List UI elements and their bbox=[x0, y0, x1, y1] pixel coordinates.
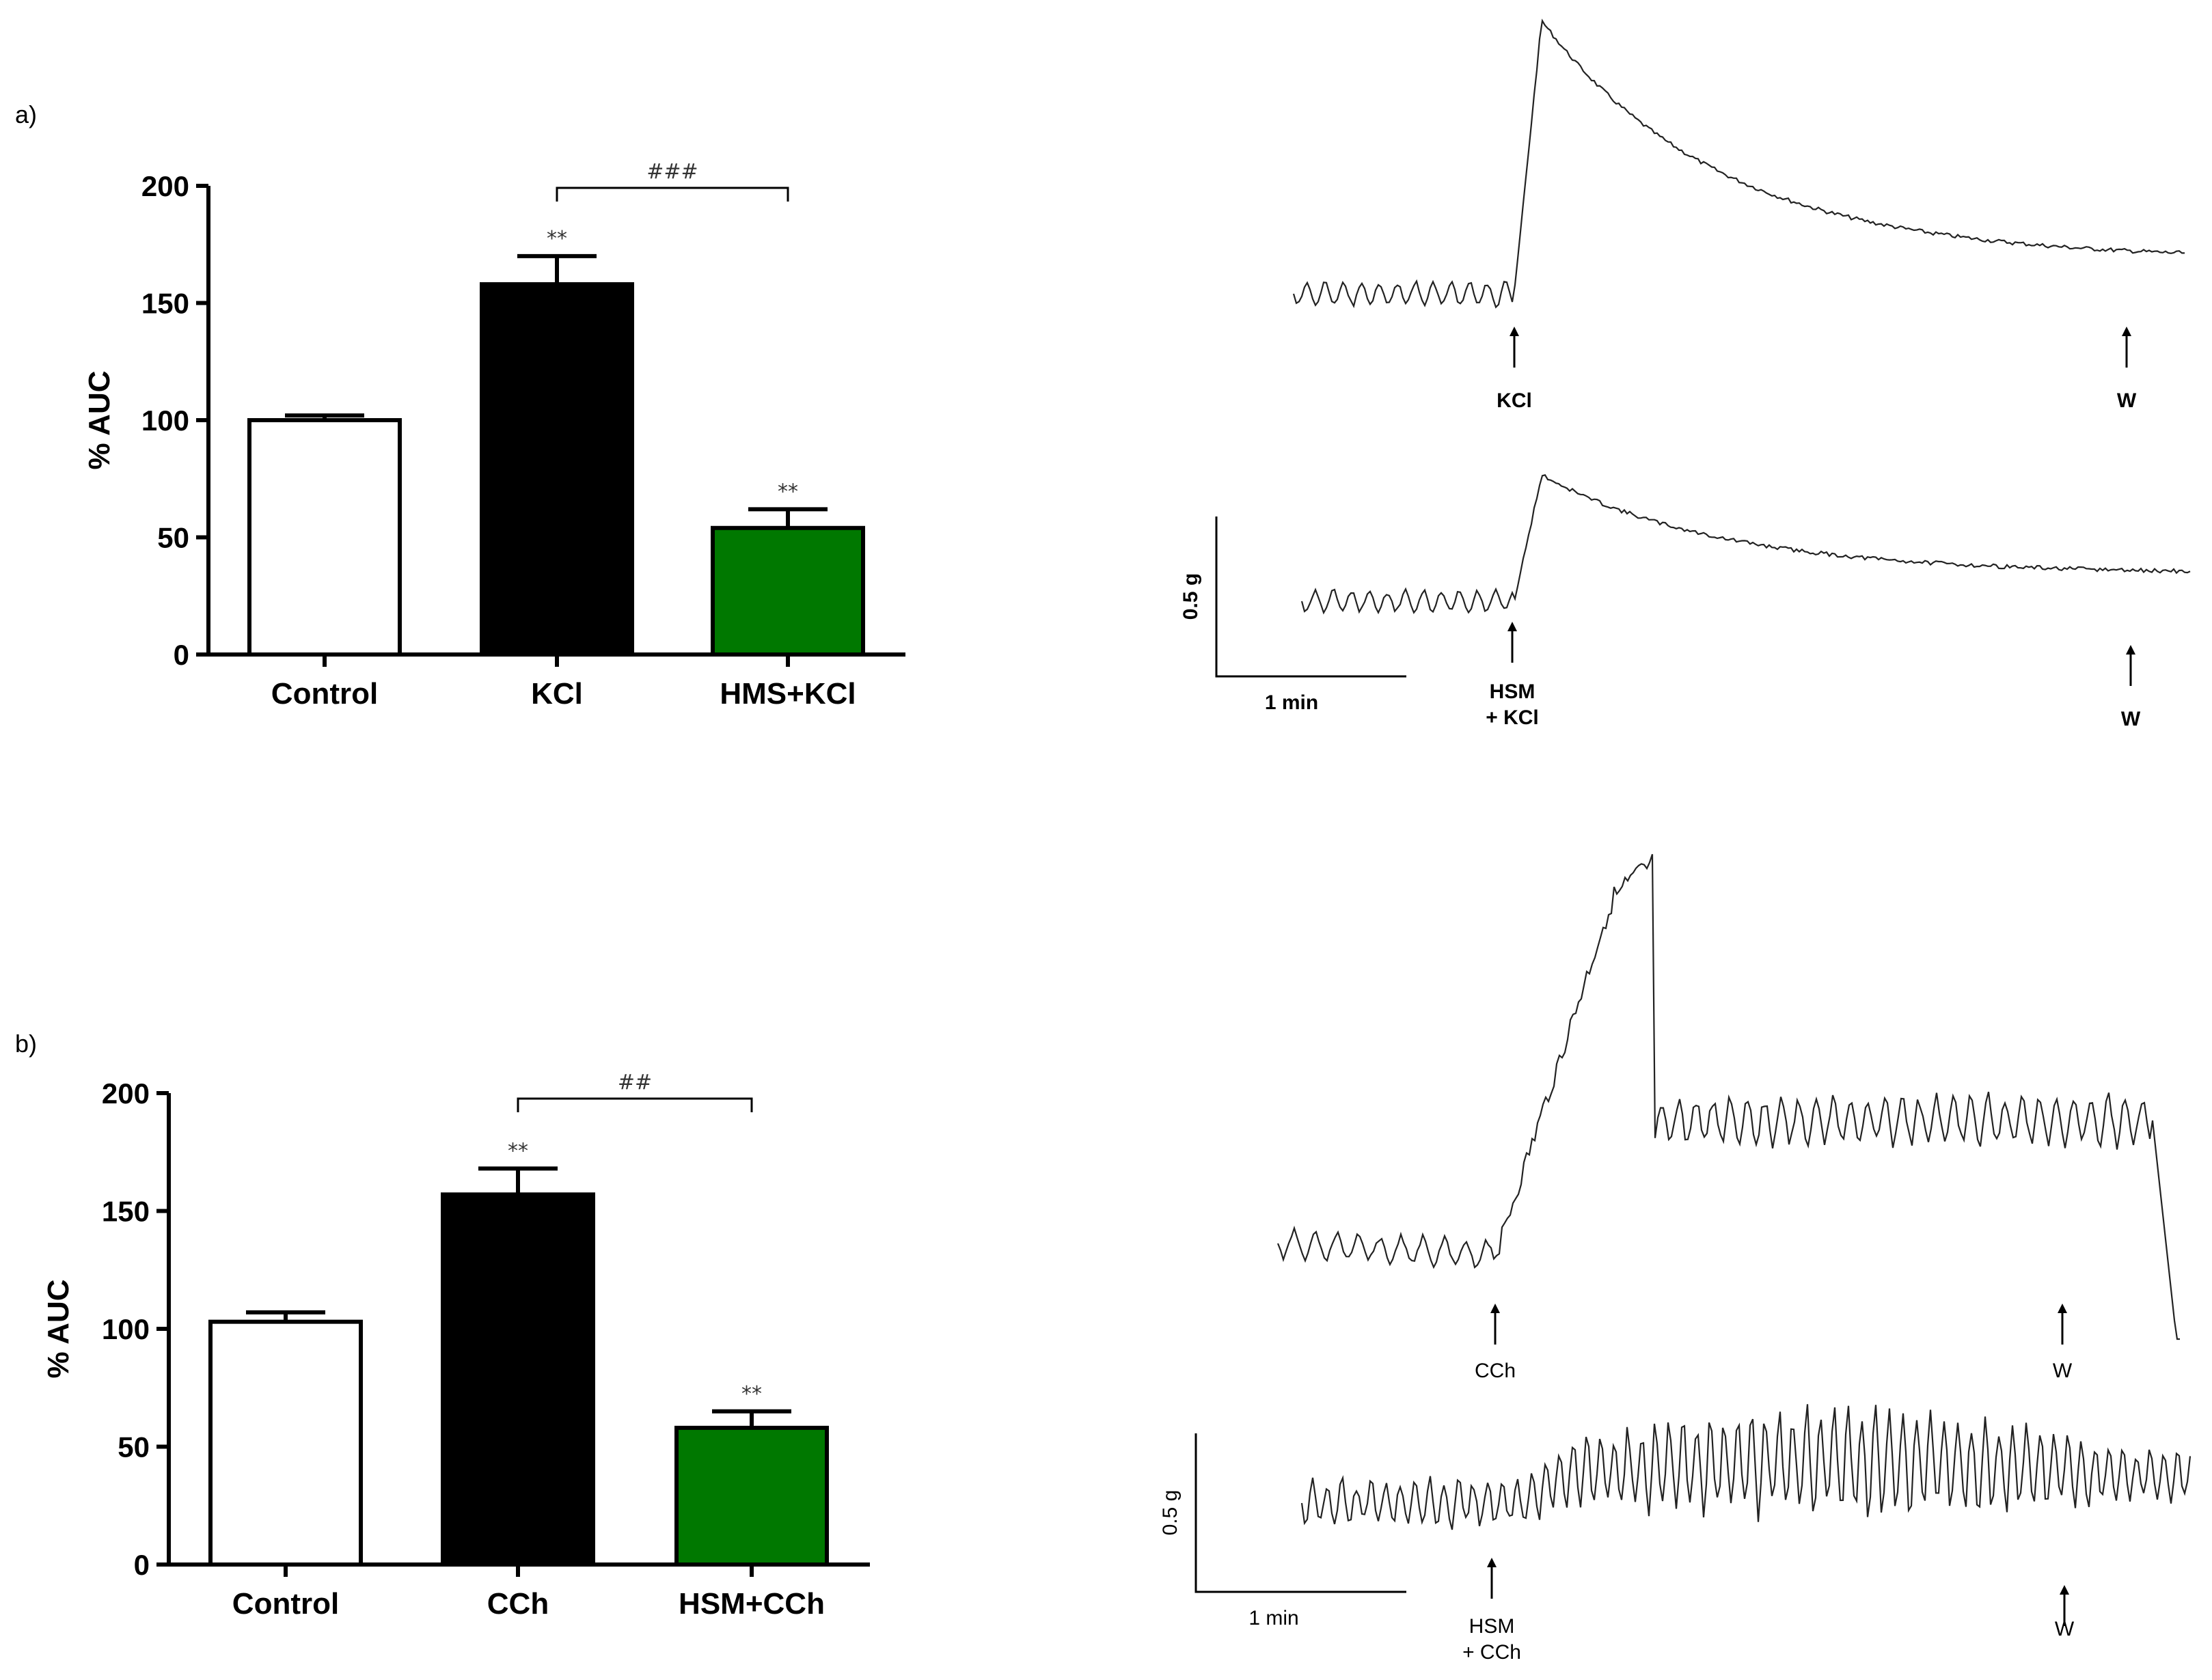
category-label: CCh bbox=[487, 1587, 549, 1621]
wash-arrow-head bbox=[2126, 645, 2135, 655]
category-label: HSM+CCh bbox=[679, 1587, 825, 1621]
wash-label: W bbox=[2117, 389, 2137, 412]
stimulus-arrow-head bbox=[1487, 1558, 1497, 1567]
scale-bar bbox=[1215, 517, 1406, 678]
panel-a-label: a) bbox=[15, 100, 37, 128]
stimulus-arrow-head bbox=[1507, 622, 1517, 631]
y-tick-label: 50 bbox=[157, 522, 189, 554]
comparison-label: ## bbox=[618, 1071, 652, 1094]
wash-arrow-head bbox=[2122, 327, 2131, 336]
comparison-label: ### bbox=[646, 160, 698, 184]
y-tick-label: 0 bbox=[134, 1549, 150, 1581]
bar bbox=[441, 1192, 595, 1567]
bar bbox=[247, 418, 402, 657]
bar-chart-b: 0 50 100 150 200 % AUC Control CCh ** HSM+CCh ** ## bbox=[42, 1071, 870, 1621]
significance-marker: ** bbox=[508, 1139, 528, 1163]
stimulus-label: + CCh bbox=[1462, 1641, 1521, 1664]
y-axis-label: % AUC bbox=[42, 1279, 75, 1378]
scale-bar bbox=[1194, 1433, 1406, 1593]
stimulus-arrow-head bbox=[1490, 1304, 1500, 1313]
y-tick-label: 200 bbox=[141, 170, 189, 202]
scale-x-label: 1 min bbox=[1248, 1607, 1298, 1629]
stimulus-label: KCl bbox=[1497, 389, 1532, 412]
scale-y-label: 0.5 g bbox=[1159, 1490, 1182, 1536]
stimulus-label: + KCl bbox=[1486, 706, 1539, 729]
stimulus-label: CCh bbox=[1475, 1360, 1516, 1382]
panel-b-label: b) bbox=[15, 1030, 37, 1058]
trace-b-upper bbox=[1276, 854, 2180, 1340]
category-label: Control bbox=[271, 677, 378, 711]
traces-a: KCl W HSM + KCl W 0.5 g 1 min bbox=[1179, 18, 2191, 730]
comparison-bracket bbox=[556, 187, 789, 202]
stimulus-label: HSM bbox=[1469, 1615, 1515, 1638]
category-label: HMS+KCl bbox=[720, 677, 856, 711]
bar bbox=[674, 1425, 829, 1567]
significance-marker: ** bbox=[547, 227, 567, 251]
wash-label: W bbox=[2055, 1618, 2075, 1640]
wash-arrow-head bbox=[2060, 1585, 2069, 1595]
scale-y-label: 0.5 g bbox=[1179, 573, 1202, 620]
traces-b: CCh W HSM + CCh W 0.5 g 1 min bbox=[1159, 854, 2191, 1664]
bar bbox=[208, 1319, 363, 1567]
trace-a-lower bbox=[1300, 474, 2191, 615]
stimulus-arrow-head bbox=[1510, 327, 1519, 336]
category-label: KCl bbox=[531, 677, 583, 711]
comparison-bracket bbox=[517, 1097, 753, 1112]
scale-x-label: 1 min bbox=[1265, 691, 1318, 714]
y-tick-label: 150 bbox=[102, 1196, 150, 1228]
significance-marker: ** bbox=[778, 480, 798, 504]
wash-label: W bbox=[2121, 708, 2141, 730]
y-tick-label: 0 bbox=[174, 639, 189, 671]
y-tick-label: 200 bbox=[102, 1077, 150, 1110]
stimulus-label: HSM bbox=[1490, 680, 1535, 703]
y-tick-label: 50 bbox=[118, 1431, 150, 1463]
y-tick-label: 100 bbox=[102, 1313, 150, 1345]
bar-chart-a: 0 50 100 150 200 % AUC Control KCl ** HMS+KCl ** ##… bbox=[83, 160, 905, 711]
trace-a-upper bbox=[1292, 18, 2185, 309]
y-tick-label: 150 bbox=[141, 288, 189, 320]
bar bbox=[480, 282, 634, 657]
y-tick-label: 100 bbox=[141, 404, 189, 437]
significance-marker: ** bbox=[741, 1382, 762, 1406]
y-axis-label: % AUC bbox=[83, 370, 116, 469]
wash-label: W bbox=[2053, 1360, 2073, 1382]
category-label: Control bbox=[232, 1587, 339, 1621]
bar bbox=[711, 525, 865, 657]
wash-arrow-head bbox=[2058, 1304, 2067, 1313]
trace-b-lower bbox=[1300, 1404, 2191, 1530]
